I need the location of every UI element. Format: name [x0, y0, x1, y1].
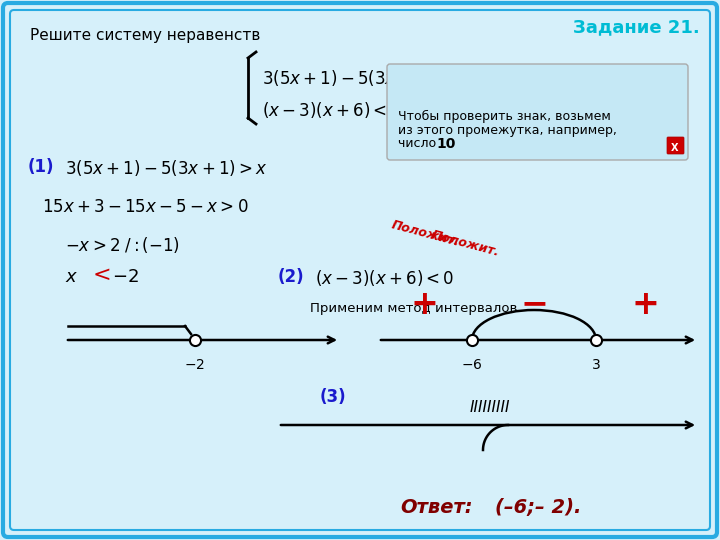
Text: $-2$: $-2$ [112, 268, 139, 286]
Text: $(x-3)(x+6)<0$: $(x-3)(x+6)<0$ [262, 100, 402, 120]
Text: 10: 10 [436, 137, 455, 151]
Text: (2): (2) [658, 100, 685, 118]
Text: Положит.: Положит. [430, 228, 501, 259]
Text: +: + [631, 287, 659, 321]
FancyBboxPatch shape [387, 64, 688, 160]
Text: (1): (1) [28, 158, 55, 176]
Text: $-2$: $-2$ [184, 358, 205, 372]
Text: (–6;– 2).: (–6;– 2). [495, 498, 581, 517]
Text: Ответ:: Ответ: [400, 498, 472, 517]
Text: Задание 21.: Задание 21. [573, 18, 700, 36]
FancyBboxPatch shape [667, 137, 684, 154]
Text: Решите систему неравенств: Решите систему неравенств [30, 28, 261, 43]
Text: $3(5x+1)-5(3x+1)>x$: $3(5x+1)-5(3x+1)>x$ [65, 158, 268, 178]
Text: Чтобы проверить знак, возьмем: Чтобы проверить знак, возьмем [398, 110, 611, 123]
Text: IIIIIIIII: IIIIIIIII [469, 400, 510, 415]
Text: $-6$: $-6$ [462, 358, 483, 372]
Text: $<$: $<$ [88, 265, 111, 285]
Text: Применим метод интервалов: Применим метод интервалов [310, 302, 518, 315]
Text: X: X [671, 143, 679, 153]
Text: −: − [520, 287, 548, 321]
Text: из этого промежутка, например,: из этого промежутка, например, [398, 124, 617, 137]
Text: $15x+3-15x-5-x>0$: $15x+3-15x-5-x>0$ [42, 198, 248, 216]
Text: число: число [398, 137, 440, 150]
Text: $3(5x+1)-5(3x+1)>x,$: $3(5x+1)-5(3x+1)>x,$ [262, 68, 468, 88]
Text: Положит.: Положит. [390, 218, 461, 249]
Text: (2): (2) [278, 268, 305, 286]
Text: (1): (1) [659, 68, 685, 86]
Text: $-x>2\;/:(-1)$: $-x>2\;/:(-1)$ [65, 235, 180, 255]
Text: .: . [450, 137, 454, 150]
Text: (3): (3) [320, 388, 346, 406]
Text: $x$: $x$ [65, 268, 78, 286]
Text: $3$: $3$ [591, 358, 601, 372]
Text: +: + [410, 287, 438, 321]
Text: $(x-3)(x+6)<0$: $(x-3)(x+6)<0$ [315, 268, 454, 288]
FancyBboxPatch shape [3, 3, 717, 537]
